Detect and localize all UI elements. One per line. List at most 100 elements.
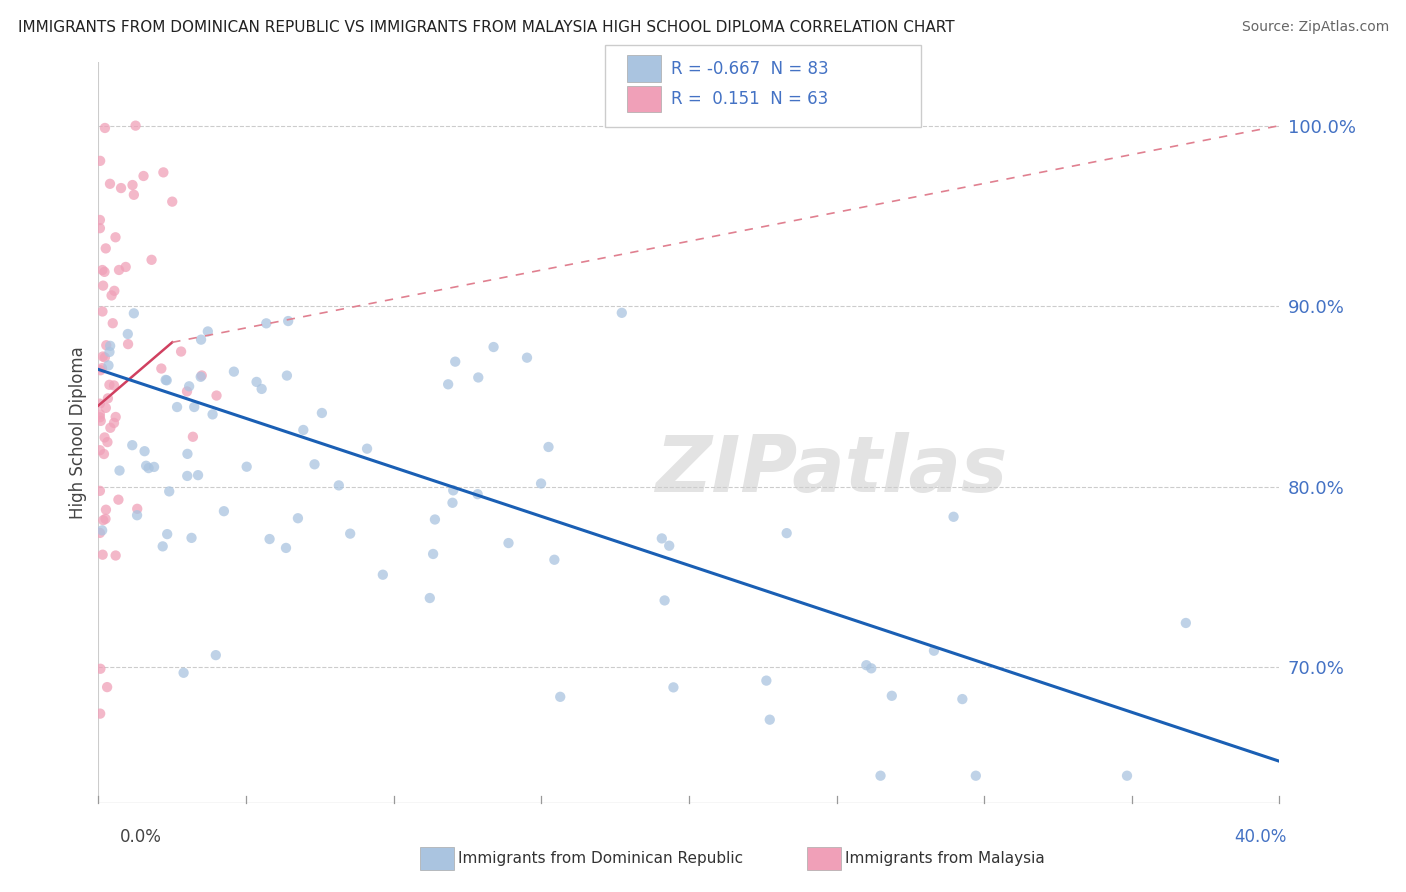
Point	[869, 769, 891, 783]
Point	[89, 407, 111, 421]
Point	[201, 408, 224, 422]
Point	[103, 284, 125, 298]
Point	[162, 194, 183, 209]
Point	[89, 363, 111, 377]
Point	[91, 361, 114, 376]
Point	[662, 681, 685, 695]
Point	[108, 464, 131, 478]
Point	[276, 368, 298, 383]
Point	[776, 526, 799, 541]
Point	[173, 665, 195, 680]
Point	[304, 458, 326, 472]
Point	[104, 230, 127, 244]
Point	[94, 502, 117, 516]
Point	[124, 119, 146, 133]
Point	[98, 345, 121, 359]
Point	[516, 351, 538, 365]
Point	[96, 680, 118, 694]
Point	[950, 692, 973, 706]
Point	[250, 382, 273, 396]
Point	[181, 430, 204, 444]
Point	[98, 177, 121, 191]
Point	[104, 549, 127, 563]
Point	[371, 567, 394, 582]
Point	[156, 527, 179, 541]
Point	[110, 181, 132, 195]
Point	[530, 476, 553, 491]
Point	[91, 304, 114, 318]
Point	[212, 504, 235, 518]
Point	[422, 547, 444, 561]
Point	[122, 306, 145, 320]
Point	[108, 263, 131, 277]
Point	[100, 288, 122, 302]
Point	[187, 468, 209, 483]
Point	[1116, 769, 1139, 783]
Point	[183, 400, 205, 414]
Point	[91, 263, 114, 277]
Point	[93, 265, 115, 279]
Point	[654, 593, 676, 607]
Text: IMMIGRANTS FROM DOMINICAN REPUBLIC VS IMMIGRANTS FROM MALAYSIA HIGH SCHOOL DIPLO: IMMIGRANTS FROM DOMINICAN REPUBLIC VS IM…	[18, 20, 955, 35]
Point	[89, 483, 111, 498]
Point	[135, 458, 157, 473]
Point	[152, 540, 174, 554]
Text: Immigrants from Dominican Republic: Immigrants from Dominican Republic	[458, 851, 744, 865]
Point	[89, 443, 111, 458]
Point	[860, 661, 883, 675]
Point	[444, 354, 467, 368]
Point	[96, 435, 118, 450]
Point	[98, 377, 121, 392]
Point	[482, 340, 505, 354]
Text: Source: ZipAtlas.com: Source: ZipAtlas.com	[1241, 20, 1389, 34]
Point	[152, 165, 174, 179]
Point	[93, 430, 115, 444]
Point	[94, 241, 117, 255]
Point	[91, 350, 114, 364]
Point	[292, 423, 315, 437]
Point	[437, 377, 460, 392]
Point	[965, 769, 987, 783]
Point	[942, 509, 965, 524]
Point	[89, 662, 111, 676]
Point	[98, 339, 121, 353]
Point	[117, 337, 139, 351]
Point	[89, 213, 111, 227]
Point	[143, 459, 166, 474]
Point	[94, 401, 117, 415]
Point	[205, 388, 228, 402]
Point	[855, 658, 877, 673]
Point	[179, 379, 201, 393]
Point	[103, 416, 125, 430]
Point	[235, 459, 257, 474]
Point	[543, 553, 565, 567]
Point	[91, 524, 114, 538]
Point	[150, 361, 173, 376]
Point	[132, 169, 155, 183]
Point	[498, 536, 520, 550]
Point	[170, 344, 193, 359]
Point	[328, 478, 350, 492]
Point	[548, 690, 571, 704]
Point	[467, 370, 489, 384]
Point	[197, 325, 219, 339]
Point	[356, 442, 378, 456]
Point	[89, 397, 111, 411]
Point	[922, 643, 945, 657]
Point	[176, 384, 198, 399]
Point	[419, 591, 441, 605]
Point	[190, 369, 212, 384]
Point	[91, 548, 114, 562]
Point	[157, 484, 180, 499]
Point	[89, 706, 111, 721]
Point	[125, 508, 148, 523]
Point	[91, 278, 114, 293]
Point	[114, 260, 136, 274]
Point	[91, 513, 114, 527]
Y-axis label: High School Diploma: High School Diploma	[69, 346, 87, 519]
Point	[277, 314, 299, 328]
Point	[467, 487, 489, 501]
Point	[104, 409, 127, 424]
Point	[176, 447, 198, 461]
Point	[94, 120, 117, 135]
